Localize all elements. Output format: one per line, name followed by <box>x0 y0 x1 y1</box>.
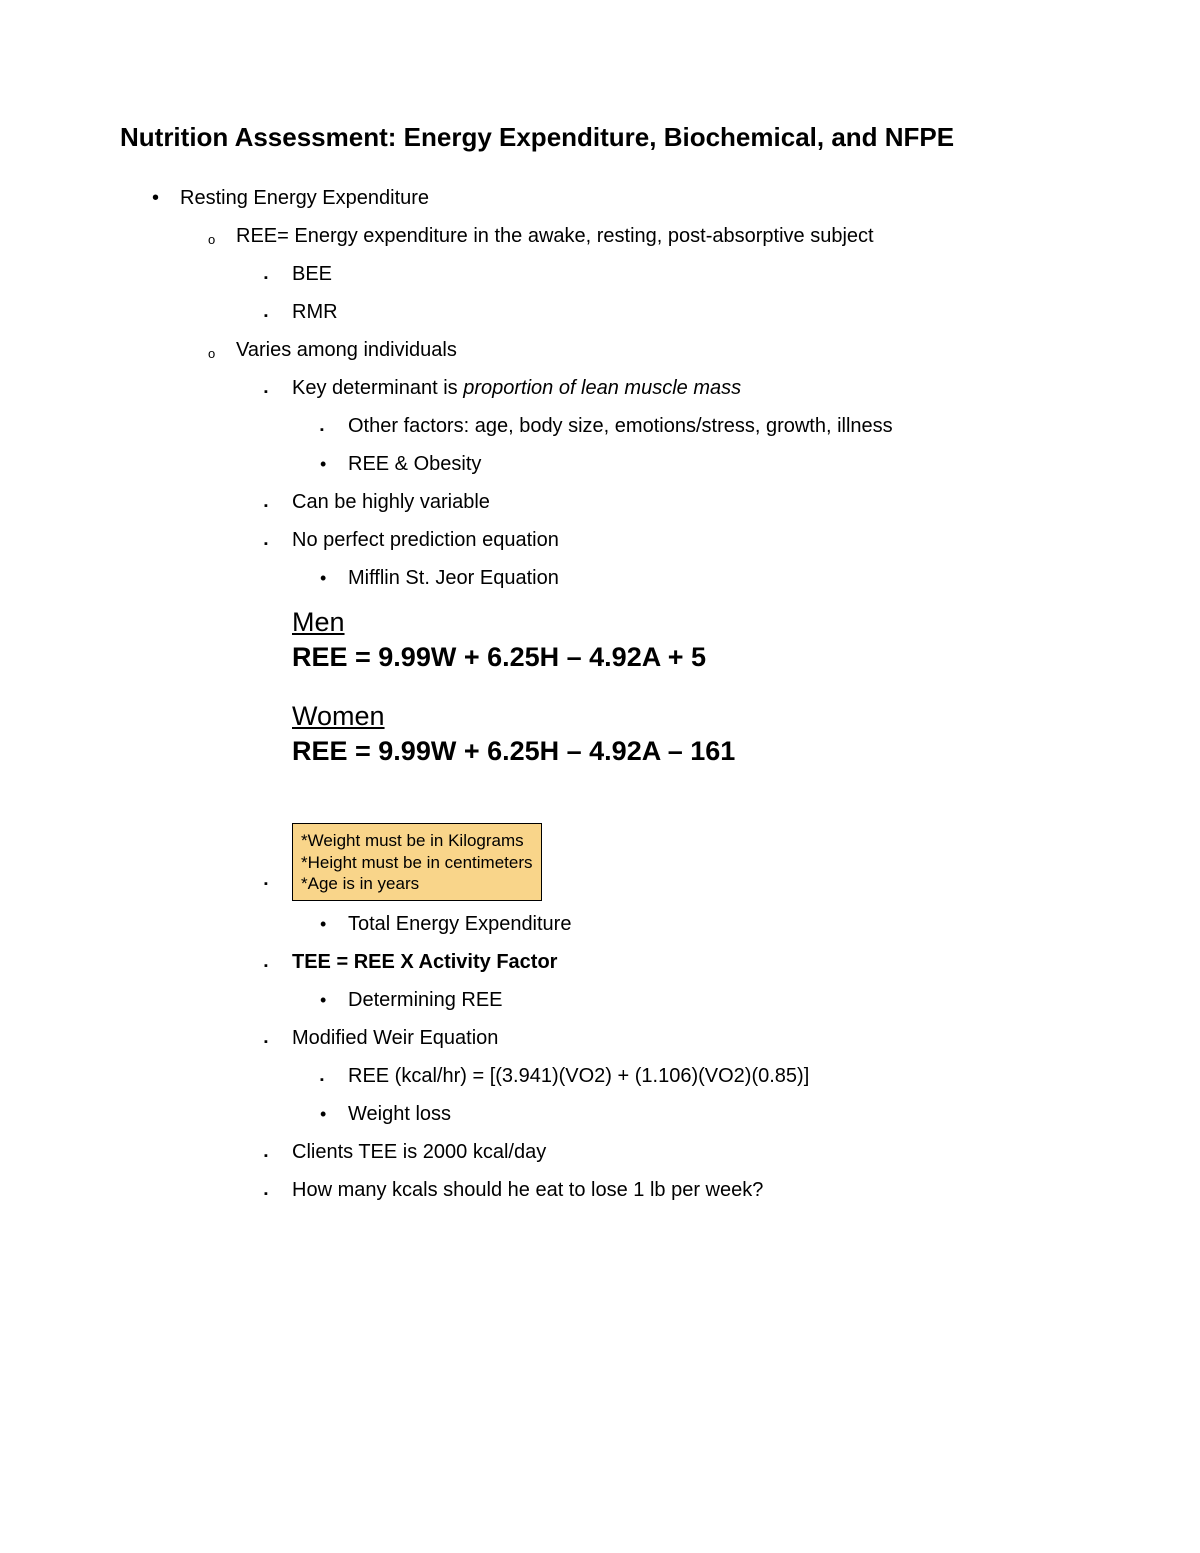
equation-formula-women: REE = 9.99W + 6.25H – 4.92A – 161 <box>292 734 1080 769</box>
list-text: Clients TEE is 2000 kcal/day <box>292 1141 546 1163</box>
list-item: Weight loss <box>348 1095 1080 1133</box>
list-text: Weight loss <box>348 1103 451 1125</box>
list-text: Varies among individuals <box>236 339 457 361</box>
list-item: Key determinant is proportion of lean mu… <box>292 369 1080 483</box>
list-item: Other factors: age, body size, emotions/… <box>348 407 1080 445</box>
list-text: Can be highly variable <box>292 491 490 513</box>
list-text: REE (kcal/hr) = [(3.941)(VO2) + (1.106)(… <box>348 1065 809 1087</box>
list-item: TEE = REE X Activity Factor Determining … <box>292 943 1080 1019</box>
equation-block: Men REE = 9.99W + 6.25H – 4.92A + 5 Wome… <box>292 605 1080 769</box>
list-item: *Weight must be in Kilograms *Height mus… <box>292 793 1080 905</box>
equation-label-men: Men <box>292 605 1080 640</box>
list-item: No perfect prediction equation Mifflin S… <box>292 521 1080 943</box>
note-box: *Weight must be in Kilograms *Height mus… <box>292 823 542 901</box>
list-text: No perfect prediction equation <box>292 529 559 551</box>
list-item: REE= Energy expenditure in the awake, re… <box>236 217 1080 331</box>
list-text-bold: TEE = REE X Activity Factor <box>292 951 557 973</box>
list-item: Determining REE <box>348 981 1080 1019</box>
list-text: REE= Energy expenditure in the awake, re… <box>236 225 874 247</box>
list-item: BEE <box>292 255 1080 293</box>
page-title: Nutrition Assessment: Energy Expenditure… <box>120 120 1080 155</box>
list-text: Resting Energy Expenditure <box>180 187 429 209</box>
document-page: Nutrition Assessment: Energy Expenditure… <box>0 0 1200 1209</box>
list-item: Can be highly variable <box>292 483 1080 521</box>
note-line: *Weight must be in Kilograms <box>301 830 533 851</box>
list-text: Other factors: age, body size, emotions/… <box>348 415 893 437</box>
list-text: Total Energy Expenditure <box>348 913 571 935</box>
list-item: RMR <box>292 293 1080 331</box>
list-text: Key determinant is <box>292 377 463 399</box>
list-text: Determining REE <box>348 989 503 1011</box>
list-item: Resting Energy Expenditure REE= Energy e… <box>180 179 1080 1209</box>
list-text: BEE <box>292 263 332 285</box>
list-item: REE (kcal/hr) = [(3.941)(VO2) + (1.106)(… <box>348 1057 1080 1095</box>
list-text-italic: proportion of lean muscle mass <box>463 377 741 399</box>
list-text: Mifflin St. Jeor Equation <box>348 567 559 589</box>
list-item: Varies among individuals Key determinant… <box>236 331 1080 1209</box>
equation-formula-men: REE = 9.99W + 6.25H – 4.92A + 5 <box>292 640 1080 675</box>
note-line: *Height must be in centimeters <box>301 852 533 873</box>
list-text: Modified Weir Equation <box>292 1027 498 1049</box>
list-item: Mifflin St. Jeor Equation <box>348 559 1080 597</box>
list-item: Modified Weir Equation REE (kcal/hr) = [… <box>292 1019 1080 1133</box>
list-item: REE & Obesity <box>348 445 1080 483</box>
list-item: Clients TEE is 2000 kcal/day <box>292 1133 1080 1171</box>
equation-label-women: Women <box>292 699 1080 734</box>
list-item: How many kcals should he eat to lose 1 l… <box>292 1171 1080 1209</box>
list-text: How many kcals should he eat to lose 1 l… <box>292 1179 763 1201</box>
list-text: REE & Obesity <box>348 453 481 475</box>
list-item: Total Energy Expenditure <box>348 905 1080 943</box>
list-text: RMR <box>292 301 338 323</box>
outline-list: Resting Energy Expenditure REE= Energy e… <box>120 179 1080 1209</box>
note-line: *Age is in years <box>301 873 533 894</box>
